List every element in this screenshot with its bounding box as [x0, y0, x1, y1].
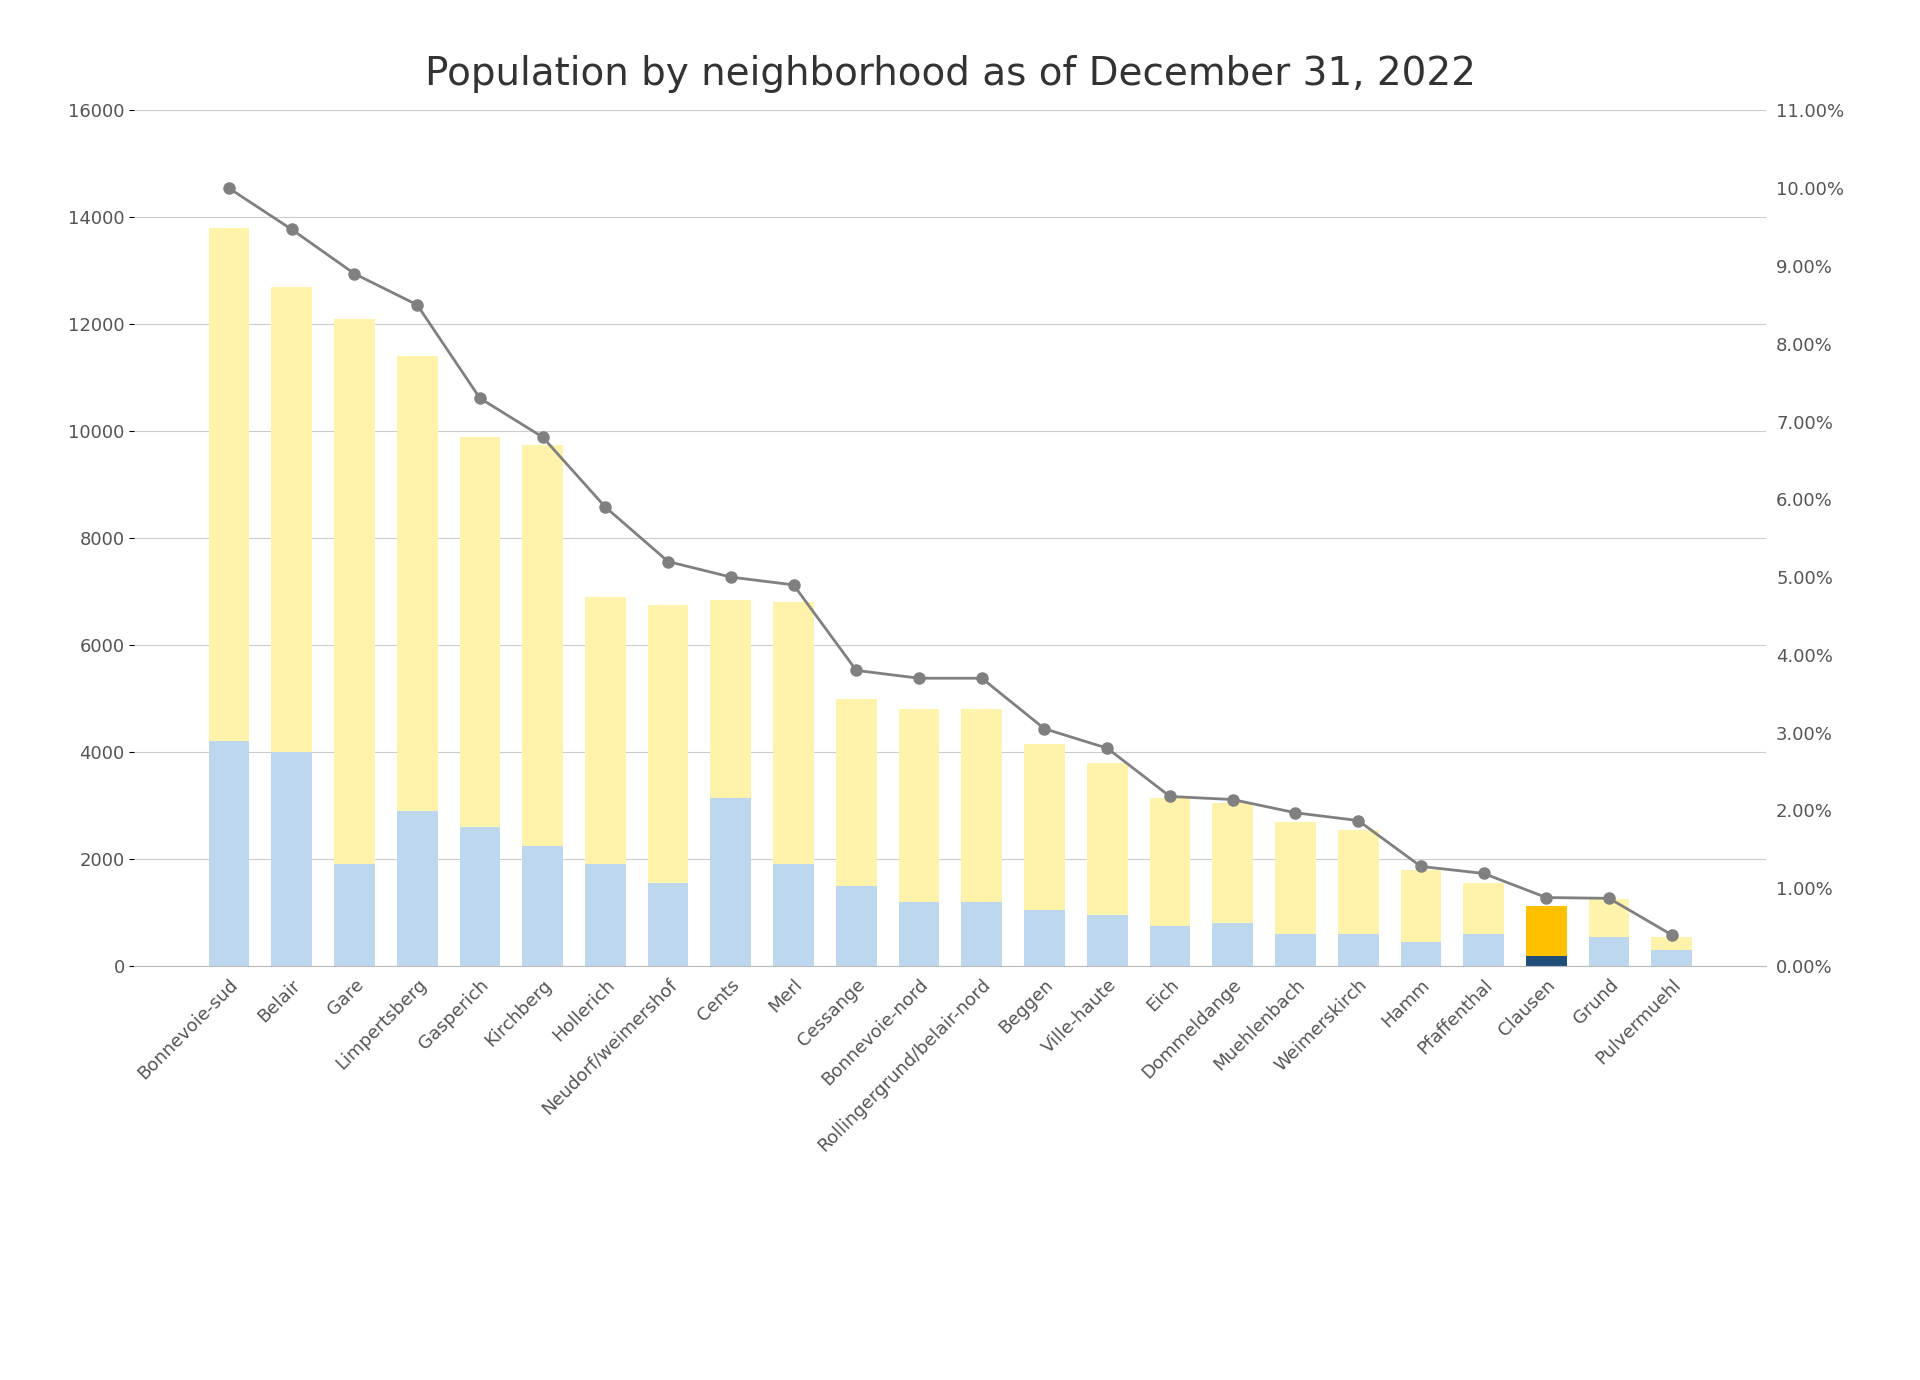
Bar [1526, 905, 1567, 956]
Bar [710, 600, 751, 798]
Bar [209, 741, 250, 966]
Bar [1651, 937, 1692, 949]
Title: Population by neighborhood as of December 31, 2022: Population by neighborhood as of Decembe… [424, 55, 1476, 94]
Bar [1588, 937, 1630, 966]
Bar [586, 864, 626, 966]
Bar [1212, 803, 1254, 923]
Bar [962, 903, 1002, 966]
Bar [459, 436, 501, 827]
Bar [459, 827, 501, 966]
Bar [1463, 883, 1503, 934]
Bar [522, 846, 563, 966]
Bar [397, 356, 438, 811]
Bar [647, 604, 689, 883]
Bar [1275, 934, 1315, 966]
Bar [1338, 829, 1379, 934]
Bar [1651, 949, 1692, 966]
Bar [1338, 934, 1379, 966]
Bar [1526, 956, 1567, 966]
Bar [1463, 934, 1503, 966]
Bar [647, 883, 689, 966]
Bar [1023, 909, 1066, 966]
Bar [710, 798, 751, 966]
Bar [774, 602, 814, 864]
Bar [774, 864, 814, 966]
Bar [397, 811, 438, 966]
Bar [1275, 821, 1315, 934]
Bar [271, 752, 313, 966]
Bar [835, 886, 877, 966]
Bar [962, 709, 1002, 903]
Bar [271, 287, 313, 752]
Bar [835, 698, 877, 886]
Bar [586, 598, 626, 864]
Bar [1150, 798, 1190, 926]
Bar [1212, 923, 1254, 966]
Bar [334, 864, 374, 966]
Bar [522, 444, 563, 846]
Bar [899, 903, 939, 966]
Bar [1588, 900, 1630, 937]
Bar [1400, 869, 1442, 943]
Bar [1150, 926, 1190, 966]
Bar [1400, 943, 1442, 966]
Bar [1087, 915, 1127, 966]
Bar [209, 228, 250, 741]
Bar [1023, 744, 1066, 909]
Bar [1087, 763, 1127, 915]
Bar [334, 319, 374, 864]
Bar [899, 709, 939, 903]
